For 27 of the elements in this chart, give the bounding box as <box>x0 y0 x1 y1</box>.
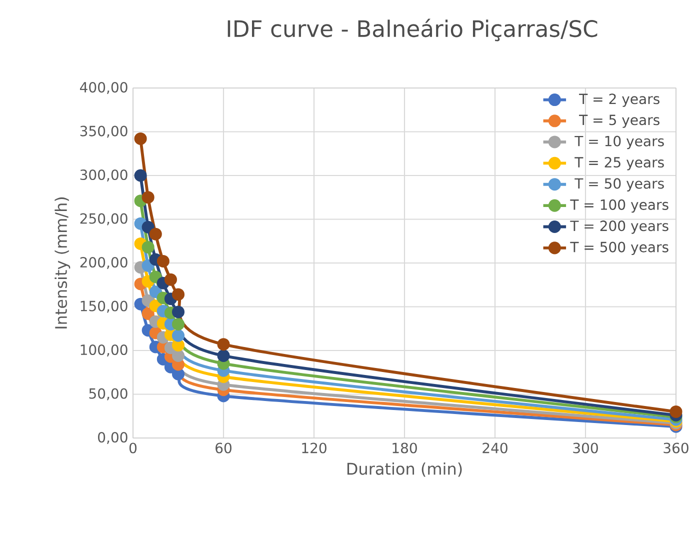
legend-label: T = 500 years <box>570 242 668 256</box>
y-tick-label: 350,00 <box>80 126 128 138</box>
x-tick-label: 120 <box>302 442 326 454</box>
y-tick-label: 200,00 <box>80 256 128 270</box>
x-tick-label: 0 <box>129 442 137 454</box>
legend-label: T = 200 years <box>570 220 668 234</box>
legend-label: T = 25 years <box>574 156 664 170</box>
x-tick-label: 240 <box>482 442 508 454</box>
y-tick-label: 250,00 <box>80 213 128 226</box>
chart-title: IDF curve - Balneário Piçarras/SC <box>228 18 598 42</box>
legend-label: T = 50 years <box>574 178 664 192</box>
y-tick-label: 50,00 <box>89 388 128 400</box>
legend-label: T = 100 years <box>570 199 668 213</box>
y-tick-label: 300,00 <box>80 169 128 182</box>
x-tick-label: 300 <box>573 442 598 454</box>
y-axis-title: Intensity (mm/h) <box>54 197 70 328</box>
y-tick-label: 100,00 <box>80 344 128 356</box>
y-tick-label: 400,00 <box>80 82 128 94</box>
x-tick-label: 360 <box>664 442 688 454</box>
x-tick-label: 180 <box>392 442 417 454</box>
x-axis-title: Duration (min) <box>347 462 462 477</box>
legend-label: T = 10 years <box>574 136 664 150</box>
legend-label: T = 2 years <box>579 94 660 107</box>
y-tick-label: 150,00 <box>80 300 128 313</box>
y-tick-label: 0,00 <box>98 432 128 444</box>
x-tick-label: 60 <box>216 442 232 454</box>
legend-label: T = 5 years <box>579 114 660 128</box>
